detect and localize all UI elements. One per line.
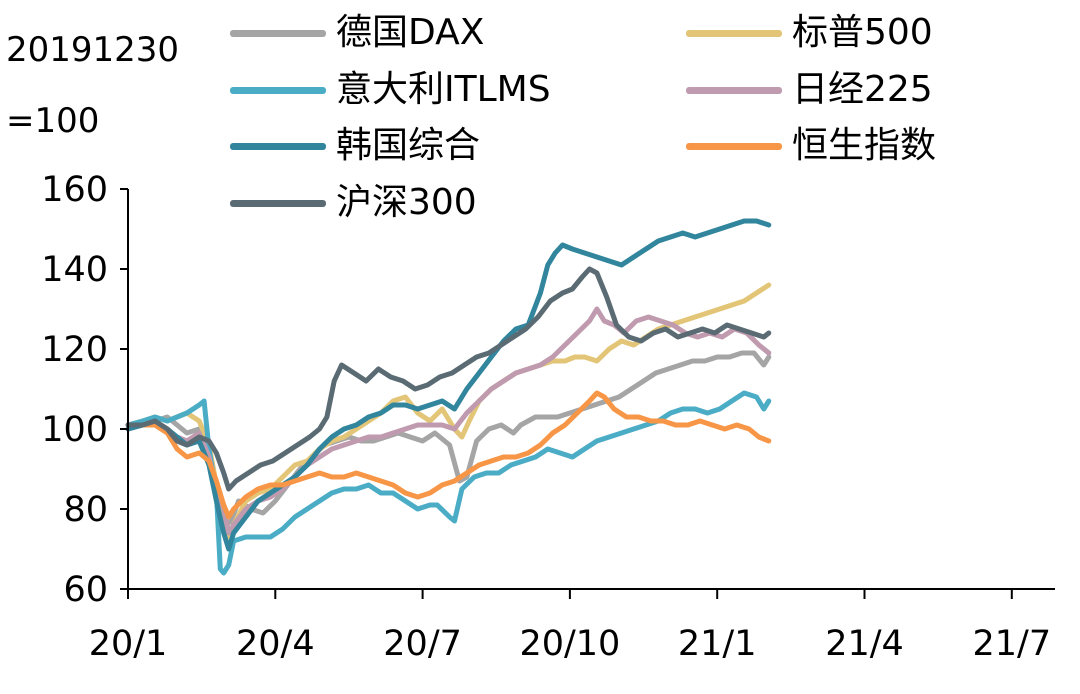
y-axis-unit-label-line2: =100: [6, 101, 100, 141]
axes: 60 80 100 120 140 160 20/1 20/4 20/7 20/10 21/1 21/…: [41, 170, 1055, 664]
legend-label: 意大利ITLMS: [336, 69, 551, 110]
y-tick-label: 120: [41, 330, 108, 370]
series-line-3: [125, 306, 772, 536]
y-axis-unit-label-line1: 20191230: [6, 30, 180, 70]
x-tick-label: 20/10: [519, 624, 620, 664]
series-lines: [125, 218, 772, 576]
legend-swatch: [230, 30, 326, 37]
y-tick-label: 100: [41, 410, 108, 450]
legend-label: 恒生指数: [792, 125, 937, 166]
x-tick-label: 21/4: [825, 624, 904, 664]
x-tick-label: 21/1: [678, 624, 757, 664]
series-line-6: [125, 266, 772, 492]
y-tick-label: 60: [63, 570, 108, 610]
x-tick-label: 20/7: [383, 624, 462, 664]
x-tick-label: 20/4: [236, 624, 315, 664]
x-tick-label: 21/7: [972, 624, 1051, 664]
legend-swatch: [686, 30, 782, 37]
y-tick-label: 80: [63, 490, 108, 530]
series-line-4: [125, 218, 772, 552]
legend-swatch: [686, 143, 782, 150]
legend-label: 日经225: [792, 69, 933, 110]
series-line-5: [125, 390, 772, 520]
legend-swatch: [230, 87, 326, 94]
legend-label: 沪深300: [336, 182, 477, 223]
legend-label: 韩国综合: [336, 125, 481, 166]
legend-swatch: [230, 143, 326, 150]
legend-label: 德国DAX: [336, 12, 485, 53]
legend-swatch: [686, 87, 782, 94]
legend-label: 标普500: [792, 12, 933, 53]
x-tick-label: 20/1: [89, 624, 168, 664]
y-tick-label: 140: [41, 250, 108, 290]
y-tick-label: 160: [41, 170, 108, 210]
legend-swatch: [230, 200, 326, 207]
